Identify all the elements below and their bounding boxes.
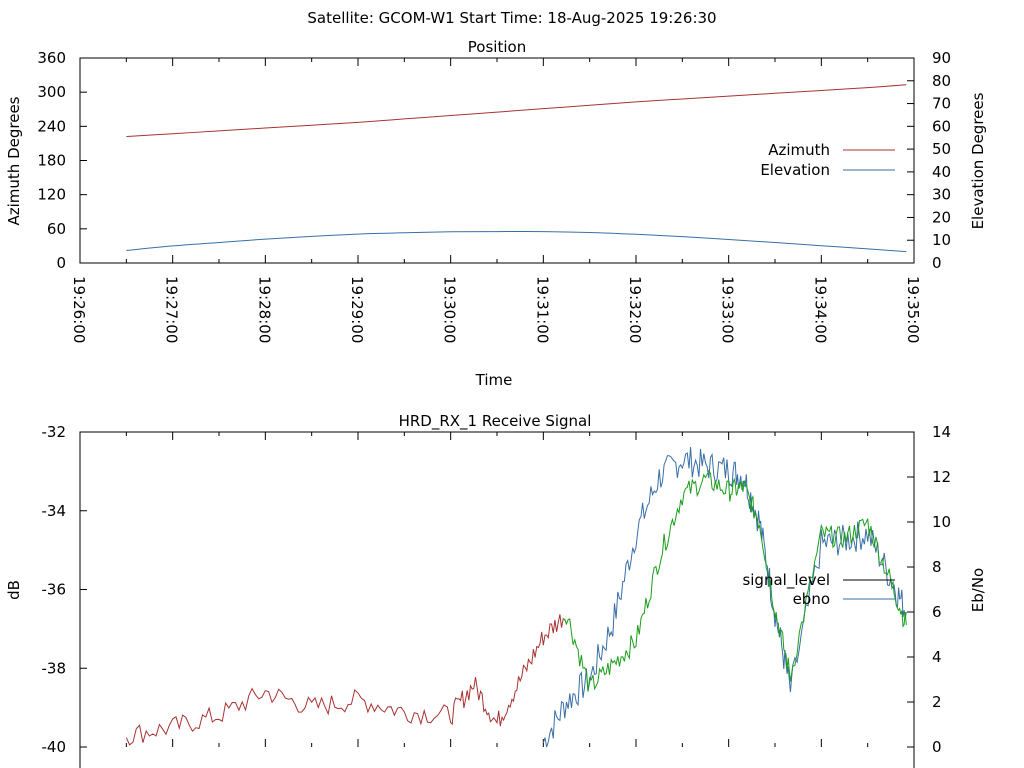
y-right-tick-label: 70: [932, 95, 951, 113]
receive-plot-frame: [79, 431, 915, 768]
ebno-tick-label: 2: [932, 693, 942, 711]
y-right-axis-label: Elevation Degrees: [969, 92, 987, 229]
x-tick-label: 19:28:00: [255, 276, 273, 343]
db-tick-label: -38: [42, 659, 67, 677]
series-line-ebno: [542, 446, 907, 748]
y-right-tick-label: 0: [932, 254, 942, 272]
legend-label-azimuth: Azimuth: [768, 141, 830, 159]
y-left-tick-label: 240: [37, 117, 66, 135]
x-tick-label: 19:33:00: [719, 276, 737, 343]
db-tick-label: -36: [42, 581, 67, 599]
legend-label-elevation: Elevation: [760, 161, 830, 179]
db-axis-label: dB: [5, 580, 23, 600]
db-tick-label: -34: [42, 502, 67, 520]
x-tick-label: 19:35:00: [904, 276, 922, 343]
ebno-tick-label: 6: [932, 603, 942, 621]
y-left-tick-label: 60: [47, 220, 66, 238]
db-tick-label: -32: [42, 423, 67, 441]
ebno-tick-label: 10: [932, 513, 951, 531]
legend-label-ebno: ebno: [793, 590, 830, 608]
y-right-tick-label: 20: [932, 208, 951, 226]
x-tick-label: 19:26:00: [70, 276, 88, 343]
y-left-tick-label: 360: [37, 49, 66, 67]
y-right-tick-label: 30: [932, 186, 951, 204]
y-right-tick-label: 50: [932, 140, 951, 158]
ebno-tick-label: 0: [932, 738, 942, 756]
y-left-tick-label: 120: [37, 186, 66, 204]
figure-title: Satellite: GCOM-W1 Start Time: 18-Aug-20…: [307, 9, 716, 27]
x-tick-label: 19:29:00: [348, 276, 366, 343]
y-right-tick-label: 60: [932, 117, 951, 135]
y-left-tick-label: 300: [37, 83, 66, 101]
receive-signal-title: HRD_RX_1 Receive Signal: [399, 412, 592, 431]
y-right-tick-label: 10: [932, 231, 951, 249]
x-tick-label: 19:34:00: [811, 276, 829, 343]
y-left-tick-label: 0: [56, 254, 66, 272]
series-line-elevation: [126, 230, 907, 253]
series-line-azimuth: [126, 84, 907, 138]
ebno-tick-label: 4: [932, 648, 942, 666]
ebno-tick-label: 8: [932, 558, 942, 576]
db-tick-label: -40: [42, 738, 67, 756]
y-right-tick-label: 80: [932, 72, 951, 90]
position-title: Position: [468, 38, 526, 56]
legend-label-signal_level: signal_level: [742, 571, 830, 590]
y-right-tick-label: 90: [932, 49, 951, 67]
position-plot: Position Time Azimuth Degrees Elevation …: [5, 38, 987, 389]
y-left-axis-label: Azimuth Degrees: [5, 96, 23, 225]
x-axis-label: Time: [475, 371, 513, 389]
ebno-axis-label: Eb/No: [969, 568, 987, 612]
series-line-signal-level: [562, 469, 907, 692]
ebno-tick-label: 14: [932, 423, 951, 441]
x-tick-label: 19:27:00: [163, 276, 181, 343]
x-tick-label: 19:30:00: [441, 276, 459, 343]
series-line-signal-level-low: [125, 614, 567, 746]
ebno-tick-label: 12: [932, 468, 951, 486]
y-right-tick-label: 40: [932, 163, 951, 181]
y-left-tick-label: 180: [37, 152, 66, 170]
receive-signal-plot: HRD_RX_1 Receive Signal dB Eb/No -40 -38 -…: [5, 412, 987, 768]
x-tick-label: 19:31:00: [533, 276, 551, 343]
x-tick-label: 19:32:00: [626, 276, 644, 343]
